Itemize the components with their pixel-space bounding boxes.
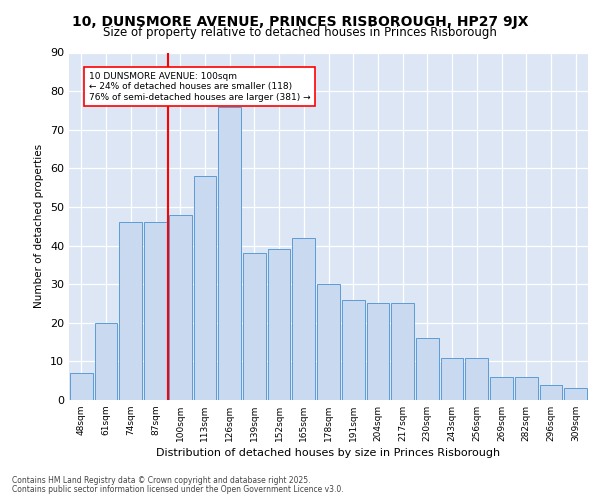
Bar xyxy=(367,304,389,400)
Bar xyxy=(564,388,587,400)
Bar xyxy=(292,238,315,400)
Bar xyxy=(169,214,191,400)
Bar xyxy=(416,338,439,400)
Bar xyxy=(342,300,365,400)
Bar xyxy=(539,384,562,400)
Text: 10 DUNSMORE AVENUE: 100sqm
← 24% of detached houses are smaller (118)
76% of sem: 10 DUNSMORE AVENUE: 100sqm ← 24% of deta… xyxy=(89,72,310,102)
Bar xyxy=(391,304,414,400)
Y-axis label: Number of detached properties: Number of detached properties xyxy=(34,144,44,308)
Text: Size of property relative to detached houses in Princes Risborough: Size of property relative to detached ho… xyxy=(103,26,497,39)
Bar xyxy=(490,377,513,400)
Text: 10, DUNSMORE AVENUE, PRINCES RISBOROUGH, HP27 9JX: 10, DUNSMORE AVENUE, PRINCES RISBOROUGH,… xyxy=(72,15,528,29)
Bar xyxy=(317,284,340,400)
Bar xyxy=(119,222,142,400)
Bar xyxy=(441,358,463,400)
X-axis label: Distribution of detached houses by size in Princes Risborough: Distribution of detached houses by size … xyxy=(157,448,500,458)
Text: Contains HM Land Registry data © Crown copyright and database right 2025.: Contains HM Land Registry data © Crown c… xyxy=(12,476,311,485)
Bar xyxy=(70,373,93,400)
Bar xyxy=(218,106,241,400)
Bar xyxy=(515,377,538,400)
Bar xyxy=(144,222,167,400)
Text: Contains public sector information licensed under the Open Government Licence v3: Contains public sector information licen… xyxy=(12,485,344,494)
Bar xyxy=(243,254,266,400)
Bar xyxy=(466,358,488,400)
Bar xyxy=(95,323,118,400)
Bar xyxy=(194,176,216,400)
Bar xyxy=(268,250,290,400)
